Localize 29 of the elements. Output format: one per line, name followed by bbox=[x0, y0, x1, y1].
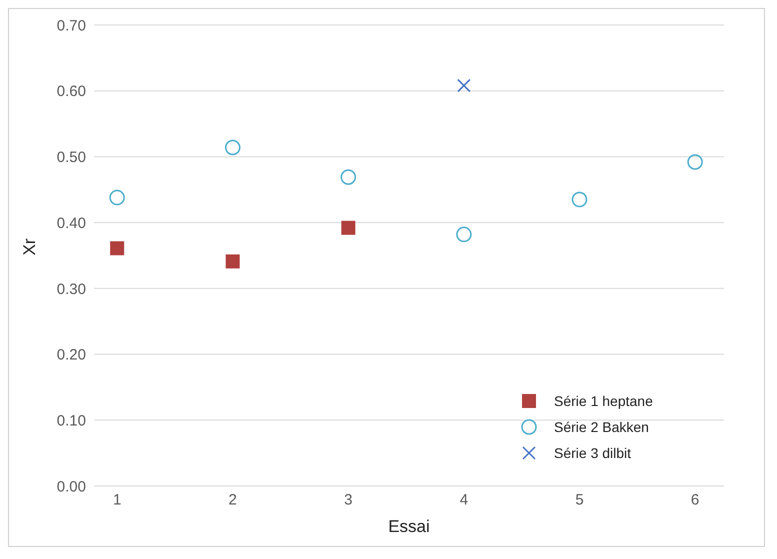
x-tick-label: 3 bbox=[344, 492, 352, 509]
y-tick-label: 0.40 bbox=[56, 214, 86, 232]
point bbox=[341, 220, 356, 235]
y-tick-label: 0.70 bbox=[56, 17, 86, 34]
point bbox=[457, 78, 471, 92]
y-tick-label: 0.20 bbox=[56, 346, 86, 364]
y-tick-label: 0.50 bbox=[56, 149, 86, 166]
point bbox=[687, 154, 703, 170]
y-tick-label: 0.00 bbox=[56, 478, 86, 496]
point bbox=[109, 190, 125, 206]
x-tick-label: 4 bbox=[460, 492, 468, 509]
y-axis-title: Xr bbox=[20, 238, 40, 256]
point bbox=[226, 254, 240, 268]
y-tick-label: 0.30 bbox=[56, 280, 86, 298]
x-tick-label: 1 bbox=[112, 492, 122, 509]
point bbox=[572, 192, 588, 208]
point bbox=[224, 140, 240, 156]
x-tick-label: 5 bbox=[575, 492, 584, 509]
y-tick-label: 0.60 bbox=[56, 83, 86, 100]
legend-label: Série 3 dilbit bbox=[554, 445, 632, 461]
x-tick-label: 2 bbox=[228, 492, 237, 509]
x-tick-label: 6 bbox=[690, 492, 700, 509]
point bbox=[456, 226, 472, 242]
y-tick-label: 0.10 bbox=[56, 412, 86, 430]
x-axis-title: Essai bbox=[388, 517, 430, 536]
point bbox=[340, 169, 356, 185]
legend-label: Série 2 Bakken bbox=[554, 419, 649, 435]
legend-label: Série 1 heptane bbox=[554, 393, 653, 409]
point bbox=[110, 241, 124, 256]
